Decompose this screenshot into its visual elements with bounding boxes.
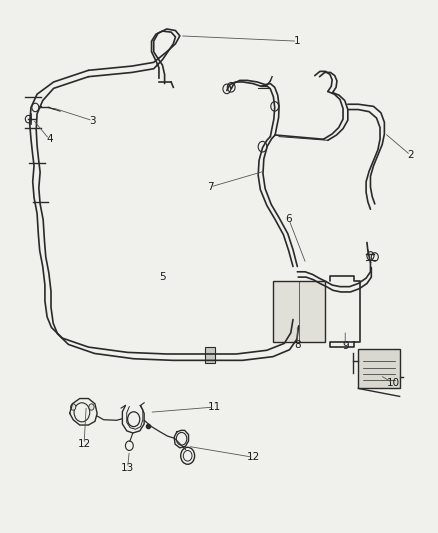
Text: 2: 2 (407, 150, 414, 160)
Bar (358, 349, 399, 389)
Text: 6: 6 (285, 214, 292, 224)
Text: 11: 11 (208, 402, 221, 412)
Text: 12: 12 (78, 439, 91, 449)
Circle shape (89, 404, 94, 410)
Text: 5: 5 (159, 272, 166, 282)
Text: 1: 1 (294, 36, 300, 46)
Text: 3: 3 (89, 116, 96, 126)
Text: 10: 10 (386, 378, 399, 388)
Text: 7: 7 (207, 182, 214, 192)
Text: 12: 12 (247, 453, 261, 463)
Bar (205, 347, 215, 363)
Circle shape (71, 404, 76, 410)
Text: 13: 13 (121, 463, 134, 473)
Text: 8: 8 (294, 340, 300, 350)
Text: 4: 4 (46, 134, 53, 144)
Bar (272, 281, 325, 342)
Text: 9: 9 (342, 341, 349, 351)
